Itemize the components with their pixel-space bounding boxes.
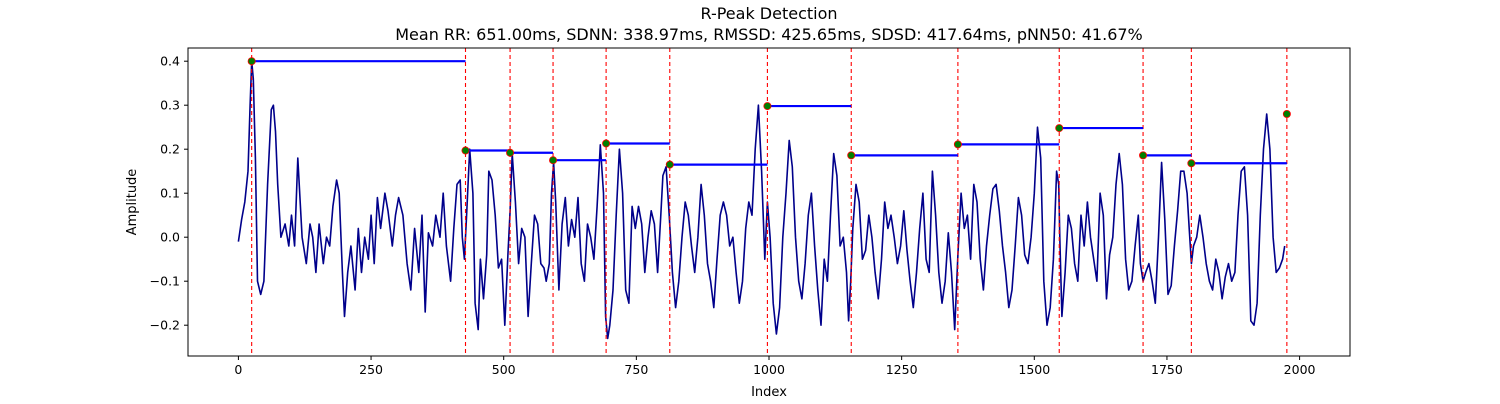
x-tick-label: 750 [624,362,648,377]
peak-point [953,140,962,149]
x-tick-label: 1750 [1151,362,1183,377]
peak-point [763,102,772,111]
peak-point [665,160,674,169]
x-tick-label: 1500 [1018,362,1050,377]
x-tick-label: 1000 [753,362,785,377]
x-axis-label: Index [751,385,787,400]
x-tick-label: 1250 [886,362,918,377]
peak-point [549,156,558,165]
peak-point [1282,110,1291,119]
signal-line [237,60,1286,340]
plot-area [237,48,1291,356]
peak-point [461,146,470,155]
peak-point [506,148,515,157]
y-tick-label: −0.1 [150,274,180,289]
peak-point [1187,159,1196,168]
x-tick-label: 2000 [1284,362,1316,377]
peak-point [1139,151,1148,160]
y-tick-label: 0.2 [160,142,180,157]
chart-title: R-Peak Detection [700,4,837,23]
axes: 0 250 500 750 1000 1250 1500 1750 2000 −0.2 −0.1 0.… [150,54,1316,377]
y-tick-label: 0.4 [160,54,180,69]
y-tick-label: −0.2 [150,318,180,333]
chart-subtitle: Mean RR: 651.00ms, SDNN: 338.97ms, RMSSD… [395,25,1143,44]
axes-frame [187,47,1351,357]
y-tick-label: 0.3 [160,98,180,113]
peak-point [1055,124,1064,133]
y-tick-label: 0.0 [160,230,180,245]
peak-point [847,151,856,160]
y-axis-label: Amplitude [125,169,140,236]
x-tick-label: 0 [234,362,242,377]
y-tick-label: 0.1 [160,186,180,201]
x-tick-label: 250 [359,362,383,377]
peak-point [602,139,611,148]
peak-point [247,57,256,66]
x-tick-label: 500 [492,362,516,377]
